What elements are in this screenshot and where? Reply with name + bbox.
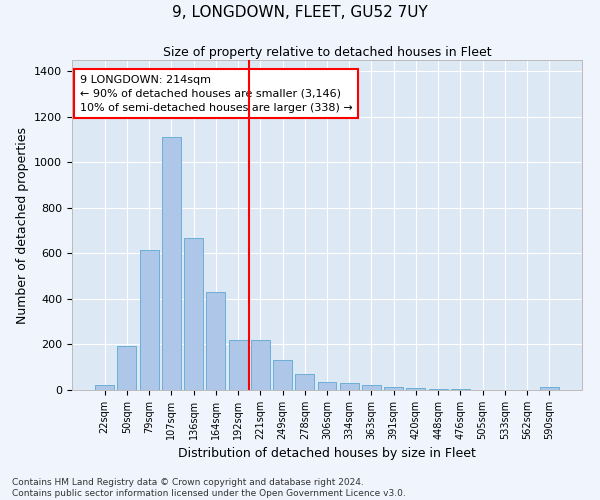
Bar: [229, 340, 248, 390]
Bar: [295, 374, 314, 390]
Bar: [162, 138, 181, 390]
Bar: [540, 388, 559, 390]
Bar: [251, 340, 270, 390]
Text: Contains HM Land Registry data © Crown copyright and database right 2024.
Contai: Contains HM Land Registry data © Crown c…: [12, 478, 406, 498]
Bar: [317, 382, 337, 390]
Title: Size of property relative to detached houses in Fleet: Size of property relative to detached ho…: [163, 46, 491, 59]
Y-axis label: Number of detached properties: Number of detached properties: [16, 126, 29, 324]
Bar: [384, 386, 403, 390]
Text: 9 LONGDOWN: 214sqm
← 90% of detached houses are smaller (3,146)
10% of semi-deta: 9 LONGDOWN: 214sqm ← 90% of detached hou…: [80, 75, 352, 113]
Bar: [362, 386, 381, 390]
Bar: [95, 386, 114, 390]
Bar: [340, 383, 359, 390]
Bar: [118, 346, 136, 390]
Text: 9, LONGDOWN, FLEET, GU52 7UY: 9, LONGDOWN, FLEET, GU52 7UY: [172, 5, 428, 20]
Bar: [273, 360, 292, 390]
Bar: [429, 389, 448, 390]
Bar: [184, 238, 203, 390]
Bar: [206, 292, 225, 390]
X-axis label: Distribution of detached houses by size in Fleet: Distribution of detached houses by size …: [178, 448, 476, 460]
Bar: [140, 250, 158, 390]
Bar: [406, 388, 425, 390]
